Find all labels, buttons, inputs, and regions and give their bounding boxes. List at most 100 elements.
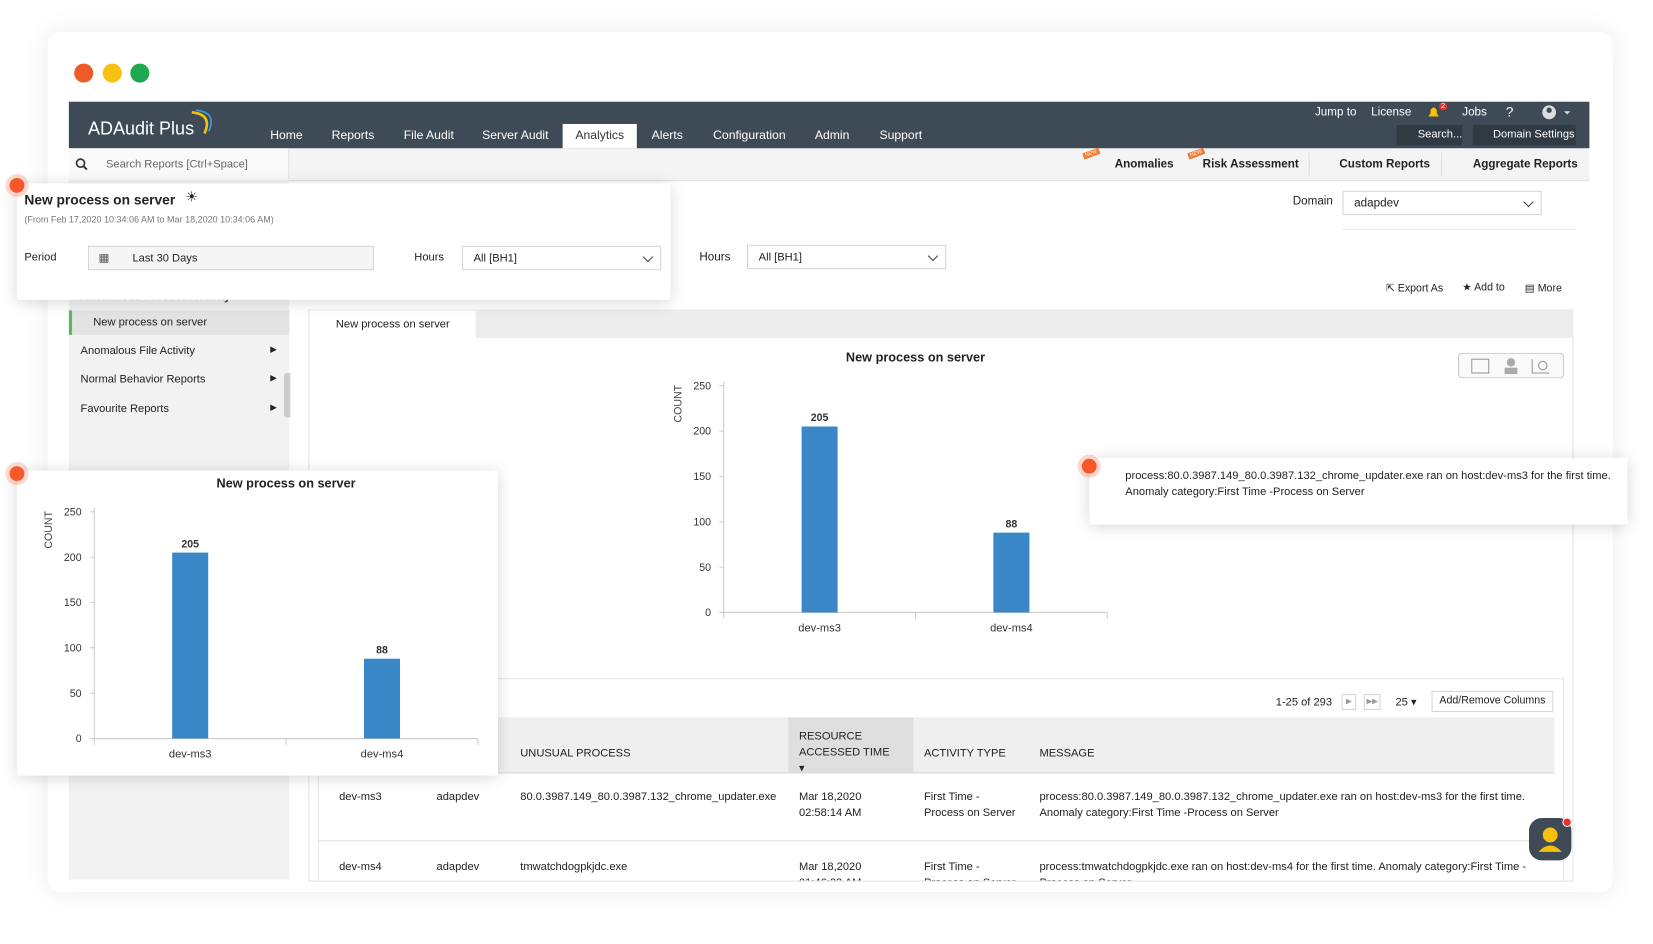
domain-settings-label: Domain Settings: [1492, 128, 1575, 141]
page-size[interactable]: 25 ▾: [1395, 696, 1417, 709]
jump-to[interactable]: Jump to: [1314, 105, 1357, 119]
hours-label: Hours: [699, 251, 731, 264]
hours-select[interactable]: All [BH1]: [747, 244, 947, 270]
pagination: 1-25 of 293: [1275, 696, 1333, 709]
report-search[interactable]: Search Reports [Ctrl+Space]: [68, 148, 290, 181]
tab-custom-reports[interactable]: Custom Reports: [1339, 157, 1430, 171]
nav-item[interactable]: Server Audit: [482, 129, 549, 142]
hours-select[interactable]: All [BH1]: [461, 245, 662, 271]
help[interactable]: ?: [1505, 103, 1514, 120]
domain-select[interactable]: adapdev: [1342, 190, 1542, 216]
hours-value: All [BH1]: [473, 252, 517, 265]
sidebar-item[interactable]: Anomalous File Activity: [80, 344, 195, 358]
header-search[interactable]: Search...: [1396, 125, 1462, 146]
page-size-value: 25: [1395, 696, 1408, 709]
column-header[interactable]: ACTIVITY TYPE: [923, 747, 1006, 760]
chat-bot[interactable]: [1527, 816, 1576, 865]
period-select[interactable]: ▦ Last 30 Days: [87, 245, 375, 271]
bar: [801, 426, 838, 613]
add-to[interactable]: ★ Add to: [1462, 281, 1505, 294]
report-table: 1-25 of 293 ▶ ▶▶ 25 ▾ Add/Remove Columns…: [317, 678, 1564, 882]
minimize-button[interactable]: [102, 63, 122, 83]
sidebar-collapse[interactable]: [283, 372, 291, 418]
report-tab-label: New process on server: [335, 317, 450, 331]
caret: [927, 250, 939, 261]
nav-item[interactable]: Support: [879, 129, 923, 142]
bar: [993, 532, 1030, 613]
x-tick-label: dev-ms3: [169, 749, 212, 761]
x-tick-label: dev-ms4: [361, 749, 404, 761]
hotspot[interactable]: [9, 178, 25, 193]
brand[interactable]: ADAudit Plus: [87, 118, 195, 139]
sun-icon[interactable]: ☀: [185, 188, 198, 205]
chart-title: New process on server: [217, 475, 356, 490]
row-separator: [318, 840, 1555, 842]
domain-settings[interactable]: Domain Settings: [1472, 125, 1576, 146]
nav-item[interactable]: Configuration: [713, 129, 786, 142]
chart-toolbar: [1458, 352, 1564, 379]
divider: [1342, 228, 1576, 230]
y-tick-label: 100: [693, 516, 711, 528]
table-cell: 80.0.3987.149_80.0.3987.132_chrome_updat…: [520, 790, 777, 804]
sidebar-item-active[interactable]: New process on server: [68, 310, 290, 335]
next-page[interactable]: ▶: [1341, 694, 1357, 710]
hotspot[interactable]: [1081, 458, 1097, 474]
tab-risk-assessment[interactable]: Risk Assessment: [1202, 157, 1299, 171]
bell-icon[interactable]: [1425, 105, 1442, 120]
new-badge: NEW: [1082, 147, 1101, 160]
table-cell: dev-ms4: [339, 860, 382, 874]
column-header[interactable]: RESOURCE ACCESSED TIME ▾: [798, 730, 890, 775]
table-header: UNUSUAL PROCESS RESOURCE ACCESSED TIME ▾…: [318, 717, 1555, 775]
bar-chart: New process on server COUNT 0 50 100 150 200 25…: [672, 349, 1108, 635]
export-as[interactable]: ⇱ Export As: [1385, 282, 1444, 295]
user-menu[interactable]: [1542, 104, 1574, 121]
table-cell: Mar 18,2020 01:46:33 AM: [798, 860, 862, 880]
caret: [642, 251, 654, 262]
brand-swoosh: [191, 109, 212, 135]
nav-item[interactable]: Reports: [331, 129, 375, 142]
x-tick-label: dev-ms4: [990, 623, 1033, 635]
y-tick-label: 200: [64, 552, 82, 564]
bar-chart: New process on server COUNT 0 50 100 150 200 25…: [43, 475, 479, 761]
chart-type-icon[interactable]: [1471, 358, 1490, 374]
chart-card: New process on server COUNT 0 50 100 150 200 25…: [16, 470, 499, 776]
y-tick-label: 150: [64, 597, 82, 609]
more[interactable]: ▤ More: [1524, 282, 1562, 295]
user-icon[interactable]: [1506, 358, 1516, 367]
nav-item[interactable]: Admin: [814, 129, 850, 142]
y-axis-label: COUNT: [43, 510, 55, 548]
sidebar-item[interactable]: Favourite Reports: [80, 402, 169, 416]
nav-item[interactable]: Home: [270, 129, 303, 142]
jobs[interactable]: Jobs: [1462, 105, 1487, 119]
tab-anomalies[interactable]: Anomalies: [1114, 157, 1174, 171]
add-remove-label: Add/Remove Columns: [1439, 695, 1546, 707]
column-header[interactable]: MESSAGE: [1039, 747, 1095, 760]
hotspot[interactable]: [9, 466, 25, 482]
search-icon: [75, 158, 88, 171]
column-header[interactable]: UNUSUAL PROCESS: [520, 747, 631, 760]
close-button[interactable]: [74, 63, 94, 83]
sidebar-item[interactable]: Normal Behavior Reports: [80, 372, 206, 386]
data-label: 88: [1005, 518, 1017, 530]
table-cell: Mar 18,2020 02:58:14 AM: [798, 790, 862, 820]
tab-aggregate-reports[interactable]: Aggregate Reports: [1472, 157, 1578, 171]
domain-label: Domain: [1292, 194, 1333, 208]
data-label: 205: [811, 412, 829, 424]
y-tick-label: 50: [699, 562, 711, 574]
last-page[interactable]: ▶▶: [1363, 694, 1381, 710]
y-tick-label: 200: [693, 426, 711, 438]
maximize-button[interactable]: [130, 63, 150, 83]
tooltip-line: Anomaly category:First Time -Process on …: [1125, 485, 1365, 499]
nav-item[interactable]: Alerts: [651, 129, 683, 142]
refresh-icon[interactable]: [1531, 359, 1550, 374]
license[interactable]: License: [1371, 105, 1412, 119]
nav-item[interactable]: File Audit: [403, 129, 454, 142]
add-remove-columns[interactable]: Add/Remove Columns: [1431, 690, 1554, 713]
separator: [1308, 152, 1310, 176]
arrow: ▶: [270, 372, 277, 383]
data-label: 88: [376, 644, 388, 656]
report-tab[interactable]: New process on server: [309, 310, 476, 339]
nav-item[interactable]: Analytics: [562, 123, 637, 149]
period-label: Period: [24, 251, 57, 264]
